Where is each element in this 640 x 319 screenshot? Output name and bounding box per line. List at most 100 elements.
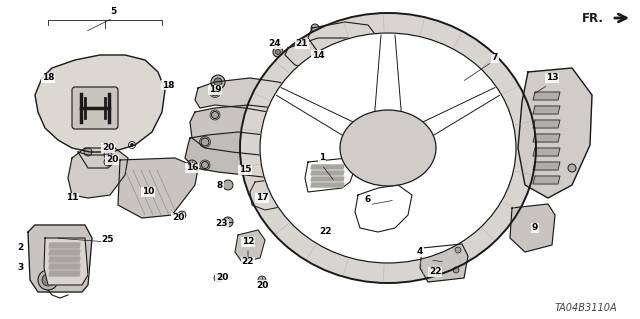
- Circle shape: [453, 267, 459, 273]
- Circle shape: [211, 75, 225, 89]
- Circle shape: [104, 151, 112, 159]
- Circle shape: [404, 152, 408, 156]
- Polygon shape: [533, 134, 560, 142]
- Text: 6: 6: [365, 196, 371, 204]
- Text: 14: 14: [312, 50, 324, 60]
- Text: 20: 20: [216, 273, 228, 283]
- Ellipse shape: [340, 110, 436, 186]
- Text: 7: 7: [492, 54, 498, 63]
- Text: 17: 17: [256, 194, 268, 203]
- Text: 18: 18: [42, 73, 54, 83]
- Circle shape: [366, 134, 370, 138]
- Circle shape: [42, 274, 54, 286]
- Text: 19: 19: [209, 85, 221, 94]
- Circle shape: [104, 158, 112, 166]
- Polygon shape: [533, 176, 560, 184]
- Polygon shape: [533, 120, 560, 128]
- Circle shape: [84, 148, 92, 156]
- Polygon shape: [68, 148, 128, 198]
- Polygon shape: [308, 22, 378, 58]
- Polygon shape: [305, 158, 355, 192]
- Circle shape: [214, 78, 222, 86]
- Circle shape: [178, 211, 186, 219]
- Circle shape: [403, 151, 410, 158]
- Polygon shape: [49, 243, 80, 248]
- Text: 12: 12: [242, 238, 254, 247]
- Polygon shape: [190, 105, 310, 155]
- Circle shape: [223, 217, 233, 227]
- Circle shape: [568, 164, 576, 172]
- Circle shape: [187, 160, 197, 170]
- Circle shape: [311, 24, 319, 32]
- Polygon shape: [185, 132, 298, 178]
- Text: 10: 10: [142, 188, 154, 197]
- Circle shape: [202, 161, 209, 168]
- Text: 20: 20: [256, 280, 268, 290]
- Polygon shape: [235, 230, 265, 262]
- Circle shape: [385, 162, 392, 169]
- Polygon shape: [78, 152, 115, 168]
- Polygon shape: [355, 185, 412, 232]
- Circle shape: [258, 276, 266, 284]
- Circle shape: [380, 140, 396, 156]
- Polygon shape: [28, 225, 92, 292]
- Circle shape: [223, 180, 233, 190]
- Text: 9: 9: [532, 224, 538, 233]
- Polygon shape: [195, 78, 312, 115]
- Circle shape: [365, 132, 371, 139]
- Circle shape: [386, 164, 390, 168]
- Polygon shape: [311, 183, 344, 187]
- FancyBboxPatch shape: [72, 87, 118, 129]
- Polygon shape: [49, 257, 80, 262]
- Text: 5: 5: [110, 8, 116, 17]
- Text: 23: 23: [216, 219, 228, 228]
- Polygon shape: [533, 148, 560, 156]
- Polygon shape: [510, 204, 555, 252]
- Text: 20: 20: [106, 155, 118, 165]
- Circle shape: [429, 269, 435, 275]
- Polygon shape: [260, 33, 516, 263]
- Circle shape: [271, 108, 278, 115]
- Polygon shape: [285, 38, 362, 72]
- Circle shape: [406, 134, 410, 138]
- Polygon shape: [240, 13, 536, 283]
- Circle shape: [131, 144, 134, 146]
- Text: 4: 4: [417, 248, 423, 256]
- Text: 2: 2: [17, 243, 23, 253]
- Text: 22: 22: [319, 227, 332, 236]
- Text: 3: 3: [17, 263, 23, 272]
- Text: 18: 18: [162, 80, 174, 90]
- Text: 24: 24: [269, 40, 282, 48]
- Polygon shape: [420, 244, 468, 282]
- Text: 20: 20: [172, 213, 184, 222]
- Polygon shape: [44, 238, 88, 285]
- Polygon shape: [250, 178, 295, 210]
- Circle shape: [264, 159, 271, 166]
- Text: 22: 22: [429, 268, 441, 277]
- Text: 25: 25: [102, 235, 115, 244]
- Circle shape: [273, 47, 283, 57]
- Text: 8: 8: [217, 181, 223, 189]
- Text: 22: 22: [242, 257, 254, 266]
- Polygon shape: [533, 162, 560, 170]
- Circle shape: [201, 138, 209, 146]
- Text: TA04B3110A: TA04B3110A: [555, 303, 618, 313]
- Text: 1: 1: [319, 153, 325, 162]
- Circle shape: [275, 49, 280, 55]
- Circle shape: [367, 151, 374, 158]
- Polygon shape: [49, 264, 80, 269]
- Polygon shape: [311, 171, 344, 175]
- Circle shape: [264, 134, 272, 142]
- Polygon shape: [533, 92, 560, 100]
- Polygon shape: [118, 158, 198, 218]
- Circle shape: [404, 132, 412, 139]
- Text: 21: 21: [296, 40, 308, 48]
- Text: 20: 20: [102, 144, 114, 152]
- Circle shape: [214, 274, 222, 282]
- Circle shape: [258, 84, 266, 92]
- Text: FR.: FR.: [582, 11, 604, 25]
- Polygon shape: [518, 68, 592, 198]
- Text: 15: 15: [239, 166, 252, 174]
- Circle shape: [455, 247, 461, 253]
- Polygon shape: [311, 165, 344, 169]
